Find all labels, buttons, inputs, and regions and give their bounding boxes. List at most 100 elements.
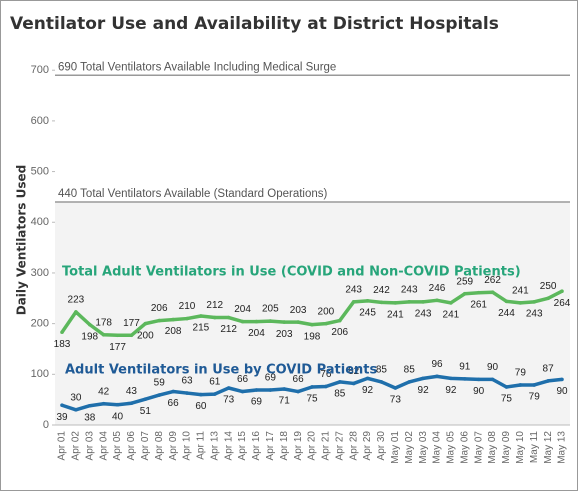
y-tick-label: 100 bbox=[31, 368, 49, 380]
point bbox=[407, 300, 412, 304]
x-tick-label: Apr 21 bbox=[321, 431, 332, 461]
x-tick-label: May 03 bbox=[418, 431, 429, 464]
x-tick-label: May 11 bbox=[529, 431, 540, 463]
point bbox=[157, 393, 162, 397]
data-label: 259 bbox=[456, 276, 473, 287]
data-label: 69 bbox=[265, 373, 277, 384]
data-label: 38 bbox=[84, 412, 96, 423]
data-label: 241 bbox=[443, 309, 460, 320]
data-label: 210 bbox=[179, 301, 196, 312]
data-label: 59 bbox=[154, 378, 166, 389]
point bbox=[87, 322, 92, 327]
data-label: 243 bbox=[345, 284, 362, 295]
x-tick-label: May 09 bbox=[501, 431, 512, 464]
point bbox=[310, 322, 314, 327]
x-tick-label: Apr 29 bbox=[362, 431, 373, 461]
data-label: 262 bbox=[484, 275, 501, 286]
point bbox=[171, 317, 175, 322]
point bbox=[504, 385, 509, 389]
data-label: 61 bbox=[209, 377, 221, 388]
x-tick-label: Apr 13 bbox=[209, 431, 220, 461]
data-label: 177 bbox=[123, 318, 140, 329]
x-tick-label: Apr 15 bbox=[237, 431, 248, 461]
point bbox=[74, 407, 78, 412]
point bbox=[462, 377, 467, 381]
data-label: 204 bbox=[234, 304, 251, 315]
y-tick-label: 600 bbox=[31, 115, 49, 127]
data-label: 241 bbox=[512, 285, 529, 296]
point bbox=[254, 388, 259, 392]
x-tick-label: May 07 bbox=[473, 431, 484, 464]
y-axis-label: Daily Ventilators Used bbox=[15, 165, 29, 316]
point bbox=[490, 290, 495, 295]
point bbox=[379, 300, 384, 305]
reference-label: 440 Total Ventilators Available (Standar… bbox=[58, 188, 328, 200]
x-tick-label: Apr 11 bbox=[196, 431, 207, 460]
data-label: 215 bbox=[193, 323, 210, 334]
data-label: 51 bbox=[140, 406, 152, 417]
data-label: 241 bbox=[387, 309, 404, 320]
x-tick-label: Apr 02 bbox=[71, 431, 82, 461]
point bbox=[532, 383, 537, 387]
point bbox=[212, 315, 217, 320]
point bbox=[143, 321, 148, 326]
x-tick-label: May 01 bbox=[390, 431, 401, 464]
data-label: 42 bbox=[98, 386, 110, 397]
data-label: 69 bbox=[251, 397, 263, 408]
x-tick-label: Apr 16 bbox=[251, 431, 262, 461]
point bbox=[476, 377, 481, 382]
x-tick-label: May 02 bbox=[404, 431, 415, 464]
y-tick-label: 0 bbox=[43, 419, 49, 431]
x-tick-label: Apr 17 bbox=[265, 431, 276, 461]
point bbox=[504, 299, 509, 304]
x-tick-label: Apr 20 bbox=[307, 431, 318, 461]
point bbox=[115, 402, 120, 407]
data-label: 71 bbox=[279, 396, 291, 407]
x-tick-label: Apr 05 bbox=[112, 431, 123, 461]
point bbox=[449, 301, 453, 305]
y-tick-label: 300 bbox=[31, 267, 49, 279]
series-annotation: Total Adult Ventilators in Use (COVID an… bbox=[62, 265, 521, 280]
data-label: 87 bbox=[543, 364, 555, 375]
x-tick-label: Apr 08 bbox=[154, 431, 165, 461]
data-label: 79 bbox=[515, 368, 527, 379]
y-tick-label: 400 bbox=[31, 216, 49, 228]
data-label: 90 bbox=[473, 386, 485, 397]
data-label: 242 bbox=[373, 285, 390, 296]
data-label: 264 bbox=[554, 298, 571, 309]
data-label: 206 bbox=[151, 303, 168, 314]
data-label: 90 bbox=[556, 386, 568, 397]
data-label: 92 bbox=[418, 385, 430, 396]
data-label: 246 bbox=[429, 283, 446, 294]
point bbox=[379, 380, 384, 384]
point bbox=[365, 376, 370, 381]
data-label: 243 bbox=[415, 308, 432, 319]
point bbox=[185, 391, 189, 395]
point bbox=[351, 300, 356, 304]
point bbox=[393, 301, 398, 305]
data-label: 76 bbox=[320, 369, 332, 380]
data-label: 208 bbox=[165, 326, 182, 337]
data-label: 205 bbox=[262, 304, 279, 315]
point bbox=[407, 380, 412, 384]
series-annotation: Adult Ventilators in Use by COVID Patien… bbox=[65, 363, 378, 378]
point bbox=[129, 401, 134, 406]
data-label: 66 bbox=[293, 374, 305, 385]
point bbox=[337, 380, 342, 384]
data-label: 200 bbox=[318, 306, 335, 317]
point bbox=[393, 386, 398, 390]
point bbox=[324, 384, 328, 389]
data-label: 85 bbox=[376, 365, 388, 376]
data-label: 212 bbox=[206, 300, 223, 311]
data-label: 203 bbox=[290, 305, 307, 316]
point bbox=[560, 377, 564, 382]
point bbox=[240, 319, 245, 324]
point bbox=[462, 291, 467, 296]
point bbox=[282, 320, 287, 324]
point bbox=[324, 321, 328, 326]
point bbox=[435, 374, 439, 379]
x-tick-label: Apr 09 bbox=[168, 431, 179, 461]
data-label: 212 bbox=[220, 324, 237, 335]
point bbox=[518, 383, 523, 387]
data-label: 60 bbox=[195, 401, 207, 412]
